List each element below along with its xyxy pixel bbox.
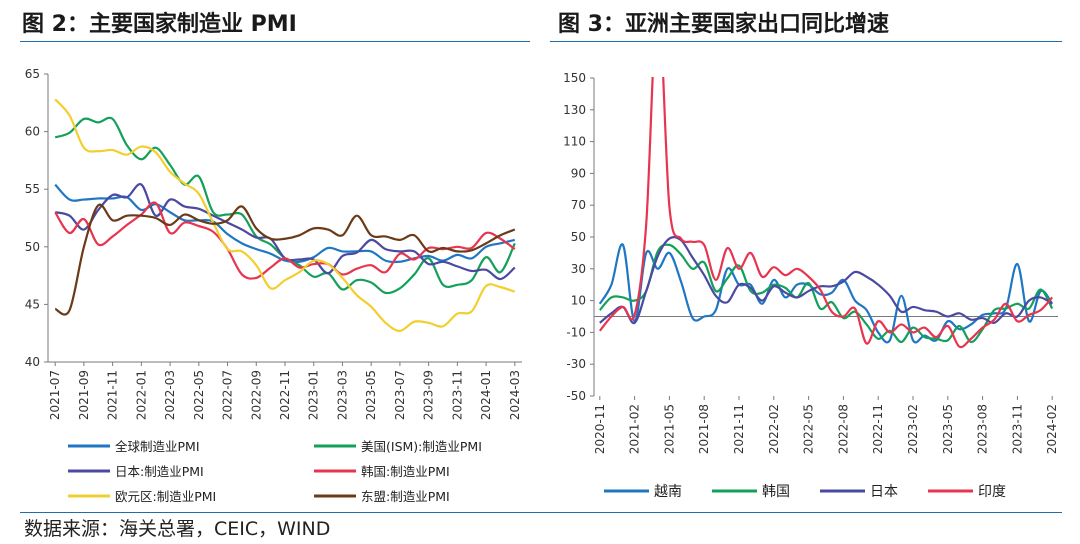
plot-area	[54, 98, 516, 332]
x-tick-label: 2022-01	[134, 370, 148, 420]
title-divider-right	[550, 41, 1062, 42]
x-tick-label: 2023-05	[941, 404, 955, 454]
x-tick-label: 2021-09	[77, 370, 91, 420]
legend-label-0: 全球制造业PMI	[115, 439, 200, 454]
x-tick-label: 2023-03	[335, 370, 349, 420]
y-tick-label: 90	[571, 166, 586, 180]
legend-label-5: 东盟:制造业PMI	[361, 489, 450, 504]
plot-area	[598, 77, 1054, 349]
pmi-chart: 40 45 50 55 60 65 2021-07 2021-09 2021-11 2022-01…	[25, 67, 522, 504]
x-tick-label: 2021-05	[662, 404, 676, 454]
y-tick-label: 45	[25, 297, 40, 311]
x-tick-label: 2023-08	[976, 404, 990, 454]
y-tick-label: 70	[571, 198, 586, 212]
x-tick-label: 2022-05	[192, 370, 206, 420]
x-tick-label: 2023-05	[364, 370, 378, 420]
x-tick-label: 2023-11	[450, 370, 464, 420]
y-tick-label: 50	[571, 230, 586, 244]
x-tick-label: 2020-11	[593, 404, 607, 454]
series-line-4	[54, 98, 516, 332]
x-tick-label: 2022-08	[836, 404, 850, 454]
series-line-2	[599, 235, 1053, 325]
x-tick-label: 2022-11	[871, 404, 885, 454]
x-tick-label: 2024-02	[1045, 404, 1059, 454]
x-tick-label: 2023-11	[1010, 404, 1024, 454]
y-tick-label: 40	[25, 355, 40, 369]
x-tick-label: 2022-09	[249, 370, 263, 420]
x-tick-label: 2021-11	[106, 370, 120, 420]
y-tick-label: 150	[563, 71, 586, 85]
chart1-title: 图 2：主要国家制造业 PMI	[22, 12, 297, 37]
legend-label-0: 越南	[654, 484, 682, 500]
x-tick-label: 2022-11	[278, 370, 292, 420]
y-tick-label: -30	[566, 357, 586, 371]
x-tick-label: 2022-05	[802, 404, 816, 454]
x-tick-label: 2023-09	[422, 370, 436, 420]
y-tick-label: 50	[25, 240, 40, 254]
legend-label-2: 日本:制造业PMI	[115, 464, 204, 479]
x-tick-label: 2021-08	[697, 404, 711, 454]
y-tick-label: -10	[566, 325, 586, 339]
y-tick-label: 60	[25, 125, 40, 139]
x-tick-label: 2024-03	[508, 370, 522, 420]
legend-label-1: 韩国	[762, 484, 790, 500]
y-tick-label: 55	[25, 182, 40, 196]
y-tick-label: 10	[571, 294, 586, 308]
export-growth-chart: -50 -30 -10 10 30 50 70 90 110 130 150 2020-11 2021-…	[563, 71, 1059, 500]
y-tick-label: -50	[566, 389, 586, 403]
legend-label-3: 韩国:制造业PMI	[361, 464, 450, 479]
source-note: 数据来源：海关总署，CEIC，WIND	[24, 518, 331, 540]
title-divider-left	[20, 41, 530, 42]
x-tick-label: 2021-02	[628, 404, 642, 454]
legend-label-2: 日本	[870, 484, 898, 500]
y-tick-label: 110	[563, 135, 586, 149]
x-tick-label: 2023-07	[393, 370, 407, 420]
legend-label-1: 美国(ISM):制造业PMI	[361, 439, 482, 454]
series-line-1	[598, 243, 1054, 344]
x-tick-label: 2024-01	[479, 370, 493, 420]
x-tick-label: 2023-01	[307, 370, 321, 420]
legend-label-4: 欧元区:制造业PMI	[115, 489, 216, 504]
footer-divider	[20, 512, 1062, 513]
y-tick-label: 130	[563, 103, 586, 117]
series-line-5	[54, 203, 516, 316]
x-tick-label: 2022-07	[221, 370, 235, 420]
x-tick-label: 2022-02	[767, 404, 781, 454]
y-tick-label: 30	[571, 262, 586, 276]
x-tick-label: 2021-07	[48, 370, 62, 420]
x-tick-label: 2022-03	[163, 370, 177, 420]
legend-label-3: 印度	[978, 484, 1006, 500]
chart2-title: 图 3：亚洲主要国家出口同比增速	[558, 12, 889, 37]
y-tick-label: 65	[25, 67, 40, 81]
x-tick-label: 2023-02	[906, 404, 920, 454]
x-tick-label: 2021-11	[732, 404, 746, 454]
series-line-3	[598, 77, 1054, 349]
series-line-0	[54, 183, 516, 264]
